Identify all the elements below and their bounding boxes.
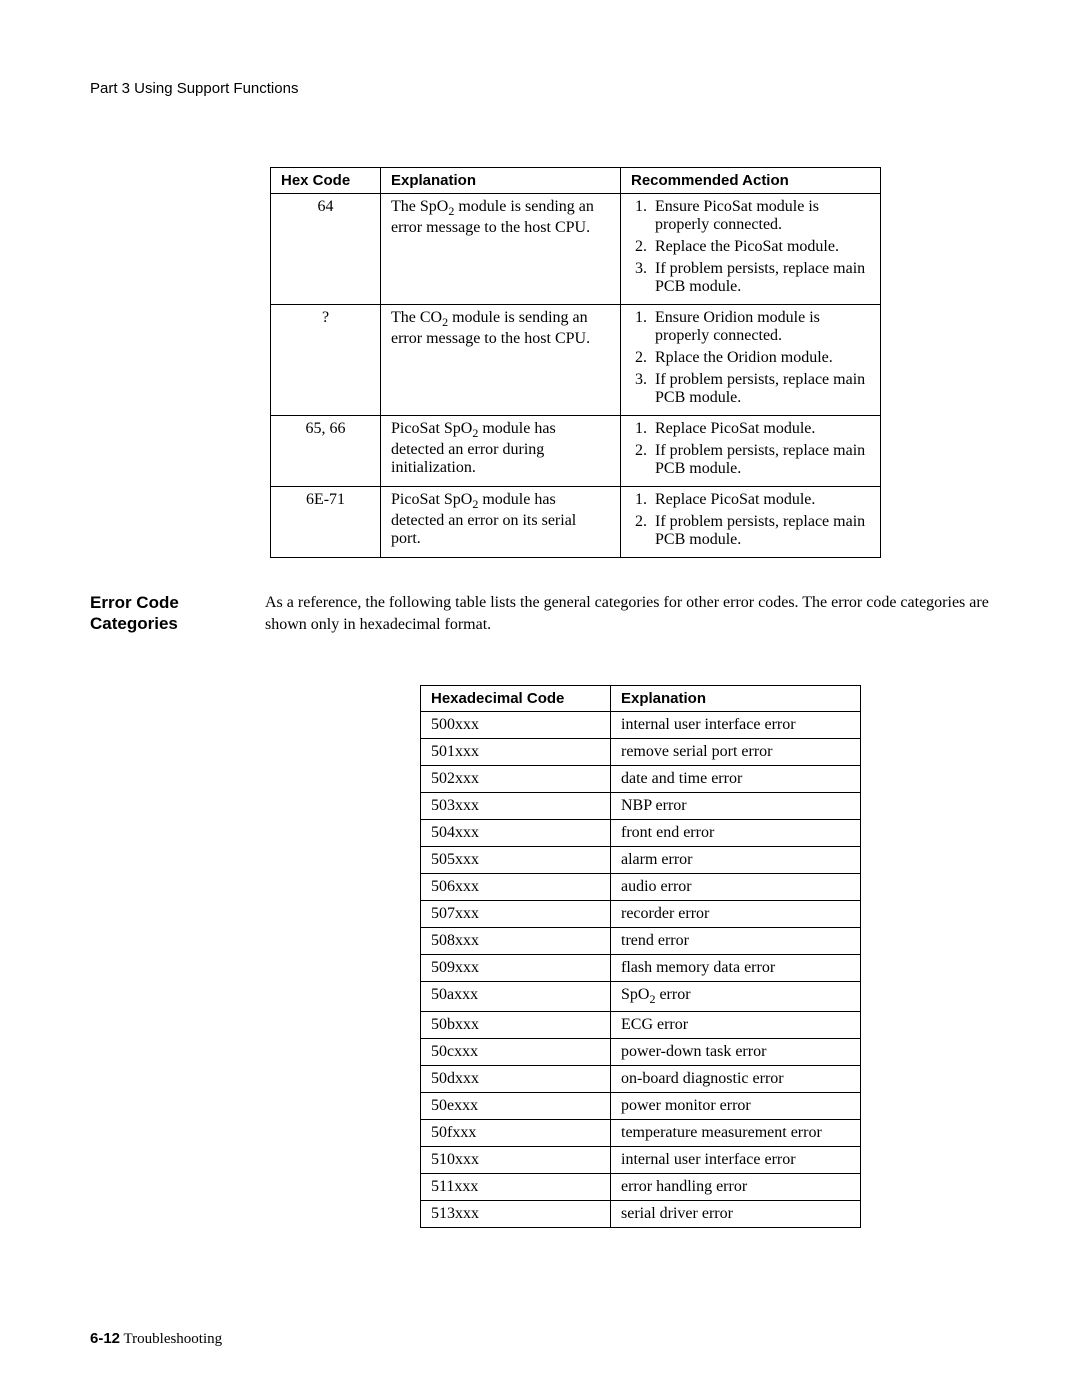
cell-explanation: power-down task error	[611, 1039, 861, 1066]
col-hexadecimalcode: Hexadecimal Code	[421, 686, 611, 712]
action-item: Replace PicoSat module.	[651, 491, 870, 509]
cell-explanation: The CO2 module is sending an error messa…	[381, 305, 621, 416]
table-row: 50fxxxtemperature measurement error	[421, 1120, 861, 1147]
cell-hexcode: 506xxx	[421, 874, 611, 901]
cell-hexcode: 510xxx	[421, 1147, 611, 1174]
cell-hexcode: 50cxxx	[421, 1039, 611, 1066]
cell-hexcode: 50fxxx	[421, 1120, 611, 1147]
cell-action: Ensure Oridion module is properly connec…	[621, 305, 881, 416]
table-row: 50bxxxECG error	[421, 1012, 861, 1039]
cell-explanation: alarm error	[611, 847, 861, 874]
table-row: 510xxxinternal user interface error	[421, 1147, 861, 1174]
cell-explanation: trend error	[611, 928, 861, 955]
action-item: Rplace the Oridion module.	[651, 349, 870, 367]
action-item: If problem persists, replace main PCB mo…	[651, 513, 870, 549]
cell-hexcode: 502xxx	[421, 766, 611, 793]
cell-explanation: serial driver error	[611, 1201, 861, 1228]
table-row: 50axxxSpO2 error	[421, 982, 861, 1012]
error-code-table: Hex Code Explanation Recommended Action …	[270, 167, 881, 558]
cell-hexcode: 511xxx	[421, 1174, 611, 1201]
action-item: Ensure PicoSat module is properly connec…	[651, 198, 870, 234]
cell-explanation: internal user interface error	[611, 1147, 861, 1174]
cell-hexcode: 509xxx	[421, 955, 611, 982]
table-row: 504xxxfront end error	[421, 820, 861, 847]
cell-hexcode: 6E-71	[271, 487, 381, 558]
cell-explanation: on-board diagnostic error	[611, 1066, 861, 1093]
cell-hexcode: ?	[271, 305, 381, 416]
table-row: 508xxxtrend error	[421, 928, 861, 955]
col-explanation2: Explanation	[611, 686, 861, 712]
cell-explanation: internal user interface error	[611, 712, 861, 739]
cell-explanation: recorder error	[611, 901, 861, 928]
table-row: 505xxxalarm error	[421, 847, 861, 874]
cell-explanation: SpO2 error	[611, 982, 861, 1012]
section-text: As a reference, the following table list…	[265, 592, 990, 635]
action-item: If problem persists, replace main PCB mo…	[651, 442, 870, 478]
cell-hexcode: 508xxx	[421, 928, 611, 955]
action-item: If problem persists, replace main PCB mo…	[651, 260, 870, 296]
table-row: 64The SpO2 module is sending an error me…	[271, 194, 881, 305]
cell-action: Ensure PicoSat module is properly connec…	[621, 194, 881, 305]
cell-explanation: PicoSat SpO2 module has detected an erro…	[381, 487, 621, 558]
cell-explanation: date and time error	[611, 766, 861, 793]
cell-hexcode: 50axxx	[421, 982, 611, 1012]
cell-hexcode: 503xxx	[421, 793, 611, 820]
cell-explanation: power monitor error	[611, 1093, 861, 1120]
cell-hexcode: 501xxx	[421, 739, 611, 766]
footer-section: Troubleshooting	[124, 1331, 223, 1347]
table-row: 513xxxserial driver error	[421, 1201, 861, 1228]
cell-explanation: PicoSat SpO2 module has detected an erro…	[381, 416, 621, 487]
cell-hexcode: 65, 66	[271, 416, 381, 487]
table-row: 50dxxxon-board diagnostic error	[421, 1066, 861, 1093]
table-row: 511xxxerror handling error	[421, 1174, 861, 1201]
table-row: 6E-71PicoSat SpO2 module has detected an…	[271, 487, 881, 558]
cell-explanation: temperature measurement error	[611, 1120, 861, 1147]
part-header: Part 3 Using Support Functions	[90, 80, 990, 97]
cell-hexcode: 504xxx	[421, 820, 611, 847]
table-row: ?The CO2 module is sending an error mess…	[271, 305, 881, 416]
cell-hexcode: 507xxx	[421, 901, 611, 928]
cell-hexcode: 64	[271, 194, 381, 305]
table-row: 501xxxremove serial port error	[421, 739, 861, 766]
cell-hexcode: 505xxx	[421, 847, 611, 874]
cell-explanation: flash memory data error	[611, 955, 861, 982]
table-row: 502xxxdate and time error	[421, 766, 861, 793]
cell-action: Replace PicoSat module. If problem persis…	[621, 487, 881, 558]
cell-hexcode: 513xxx	[421, 1201, 611, 1228]
cell-hexcode: 50exxx	[421, 1093, 611, 1120]
cell-explanation: ECG error	[611, 1012, 861, 1039]
table-row: 509xxxflash memory data error	[421, 955, 861, 982]
cell-explanation: remove serial port error	[611, 739, 861, 766]
cell-explanation: error handling error	[611, 1174, 861, 1201]
page-number: 6-12	[90, 1330, 120, 1347]
section-heading-error-code-categories: Error Code Categories	[90, 592, 265, 635]
cell-hexcode: 50dxxx	[421, 1066, 611, 1093]
cell-hexcode: 50bxxx	[421, 1012, 611, 1039]
table-row: 507xxxrecorder error	[421, 901, 861, 928]
table-row: 500xxxinternal user interface error	[421, 712, 861, 739]
action-item: Replace the PicoSat module.	[651, 238, 870, 256]
table-row: 503xxxNBP error	[421, 793, 861, 820]
action-item: Replace PicoSat module.	[651, 420, 870, 438]
table-row: 65, 66PicoSat SpO2 module has detected a…	[271, 416, 881, 487]
table-row: 506xxxaudio error	[421, 874, 861, 901]
hex-category-table: Hexadecimal Code Explanation 500xxxinter…	[420, 685, 861, 1228]
table-header-row: Hexadecimal Code Explanation	[421, 686, 861, 712]
cell-explanation: The SpO2 module is sending an error mess…	[381, 194, 621, 305]
page-footer: 6-12 Troubleshooting	[90, 1330, 222, 1348]
table-row: 50cxxxpower-down task error	[421, 1039, 861, 1066]
table-row: 50exxxpower monitor error	[421, 1093, 861, 1120]
cell-explanation: audio error	[611, 874, 861, 901]
table-header-row: Hex Code Explanation Recommended Action	[271, 168, 881, 194]
cell-explanation: front end error	[611, 820, 861, 847]
cell-hexcode: 500xxx	[421, 712, 611, 739]
cell-action: Replace PicoSat module. If problem persis…	[621, 416, 881, 487]
col-action: Recommended Action	[621, 168, 881, 194]
col-hexcode: Hex Code	[271, 168, 381, 194]
cell-explanation: NBP error	[611, 793, 861, 820]
action-item: Ensure Oridion module is properly connec…	[651, 309, 870, 345]
col-explanation: Explanation	[381, 168, 621, 194]
action-item: If problem persists, replace main PCB mo…	[651, 371, 870, 407]
